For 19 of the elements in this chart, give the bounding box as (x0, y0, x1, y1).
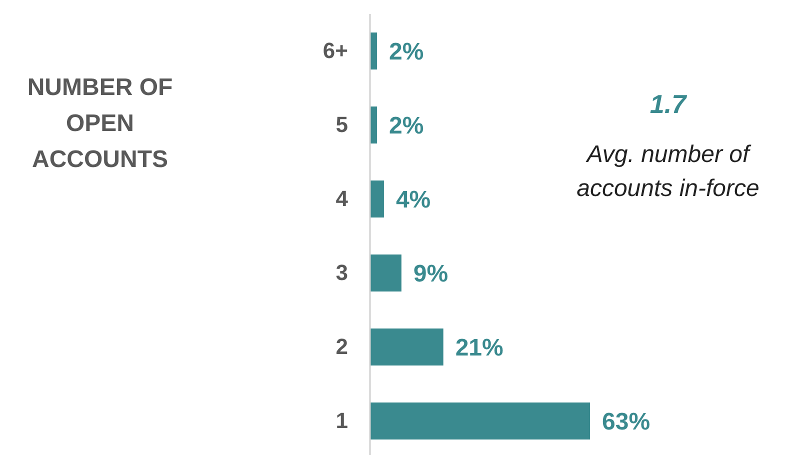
bar (370, 254, 402, 292)
y-tick-label: 2 (336, 334, 348, 360)
data-label: 9% (413, 260, 448, 288)
bar (370, 180, 384, 218)
y-tick-label: 6+ (322, 38, 348, 64)
y-tick-label: 5 (336, 112, 348, 138)
bar (370, 328, 444, 366)
y-tick-label: 3 (336, 260, 348, 286)
data-label: 4% (396, 186, 431, 214)
data-label: 2% (388, 38, 424, 66)
bar (370, 402, 590, 440)
annotation: Avg. number of accounts in-force (576, 141, 760, 202)
text: NUMBER OF OPEN ACCOUNTS (27, 74, 173, 173)
text: 1.7 (650, 89, 688, 119)
y-tick-label: 4 (336, 186, 349, 212)
data-label: 63% (602, 408, 650, 436)
data-label: 21% (455, 334, 504, 362)
y-tick-label: 1 (336, 408, 348, 434)
data-label: 2% (388, 112, 424, 140)
